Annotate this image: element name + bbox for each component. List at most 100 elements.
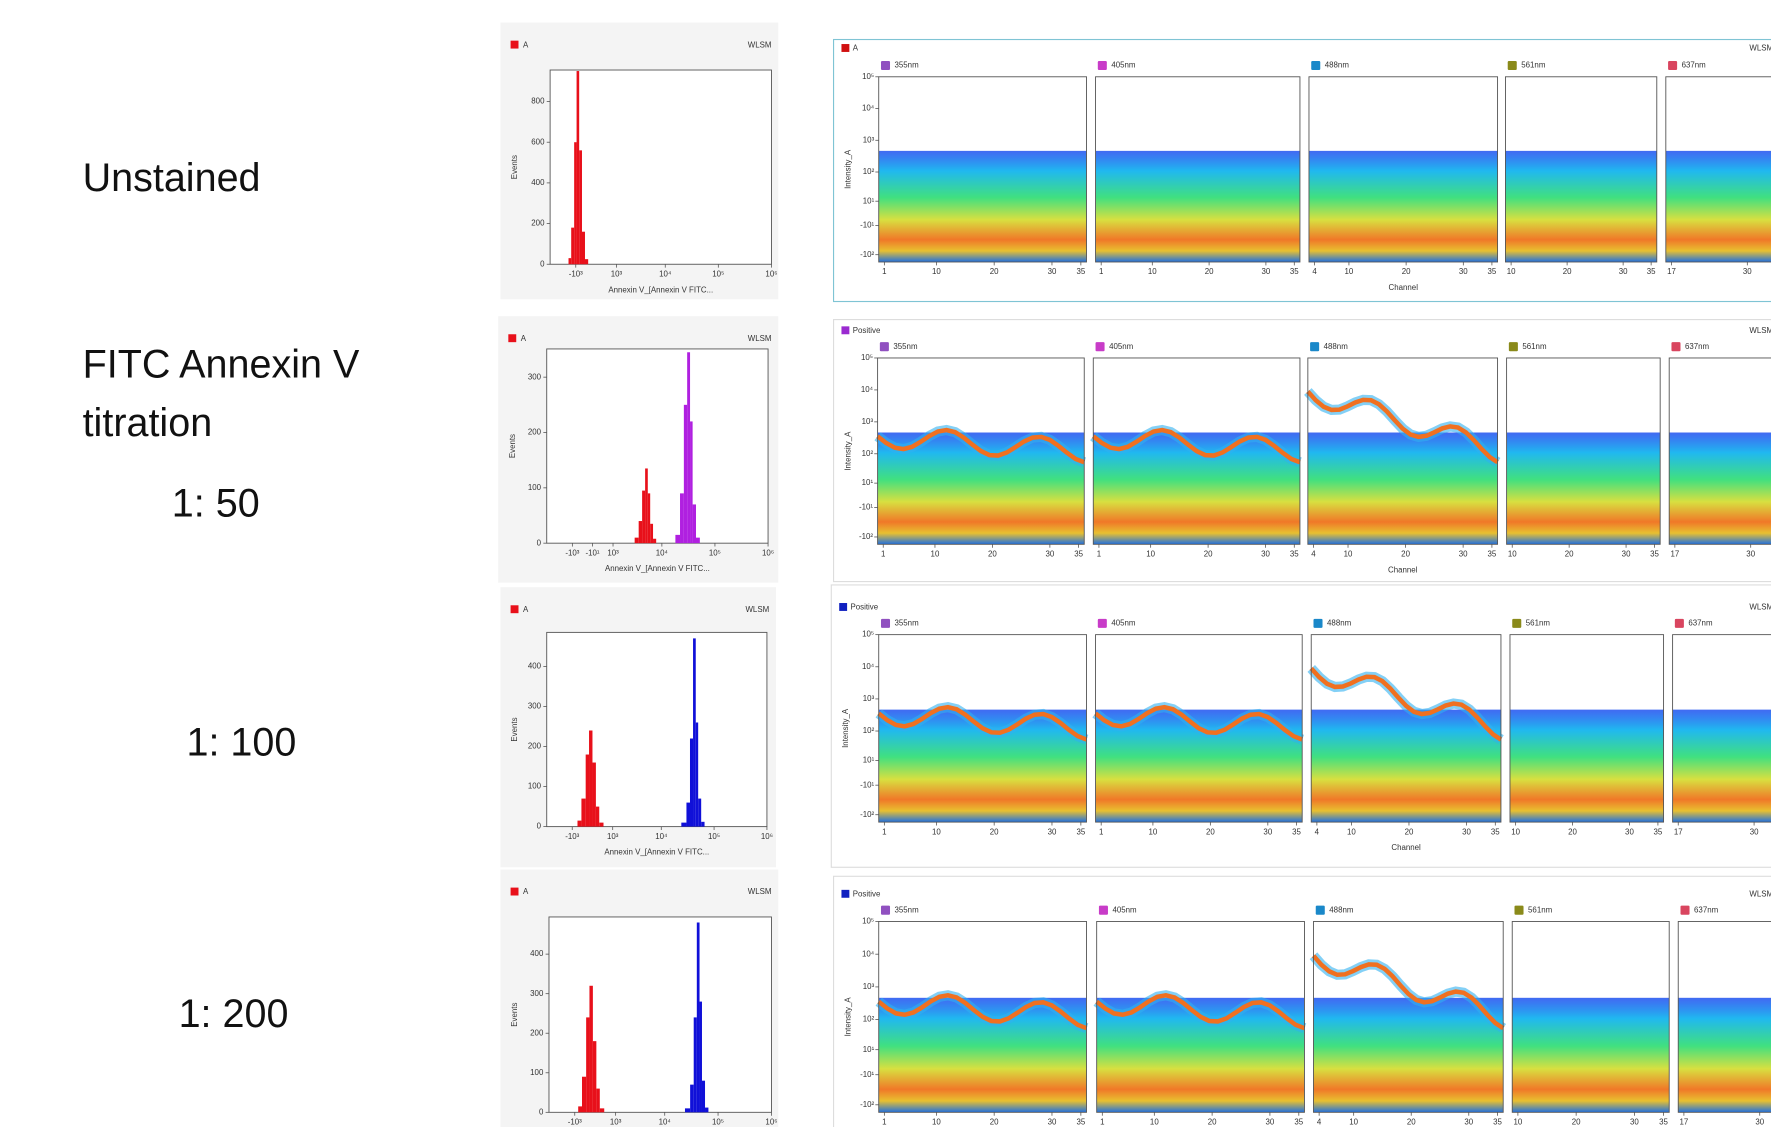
row-label: 1: 50 xyxy=(172,481,260,525)
x-tick-label: 20 xyxy=(1206,827,1215,836)
y-tick-label: 10² xyxy=(863,726,875,735)
x-tick-label: 10 xyxy=(1508,550,1517,559)
x-tick-label: 10⁴ xyxy=(656,548,668,557)
laser-label: 355nm xyxy=(895,905,920,914)
emission-streak xyxy=(877,993,1088,1031)
legend-swatch xyxy=(510,605,519,614)
x-tick-label: 10 xyxy=(1507,267,1516,276)
y-tick-label: 100 xyxy=(528,782,542,791)
y-tick-label: 10¹ xyxy=(863,196,875,205)
subplot-frame xyxy=(1677,921,1771,1113)
subplot-frame xyxy=(1308,76,1499,263)
histogram-bar xyxy=(585,754,590,827)
x-axis-label: Channel xyxy=(1391,843,1421,852)
laser-label: 355nm xyxy=(895,618,920,627)
y-tick-label: 400 xyxy=(530,949,544,958)
x-tick-label: 10 xyxy=(1347,827,1356,836)
x-tick-label: 30 xyxy=(1746,550,1755,559)
laser-label: 561nm xyxy=(1528,905,1553,914)
x-tick-label: 20 xyxy=(1563,267,1572,276)
histogram-bar xyxy=(596,1088,600,1113)
y-tick-label: 200 xyxy=(528,742,542,751)
y-tick-label: 0 xyxy=(539,1107,544,1116)
laser-label: 488nm xyxy=(1329,905,1354,914)
x-tick-label: -10³ xyxy=(568,1118,582,1127)
laser-label: 561nm xyxy=(1522,342,1547,351)
heatmap-band xyxy=(1512,997,1670,1113)
histogram-bar xyxy=(576,71,580,265)
histogram-bar xyxy=(581,798,586,827)
x-tick-label: 10⁴ xyxy=(655,832,667,841)
x-tick-label: 10 xyxy=(1513,1118,1522,1127)
laser-icon xyxy=(1310,342,1320,352)
y-tick-label: -10¹ xyxy=(860,780,874,789)
histogram-bar xyxy=(653,538,657,544)
histogram-bar xyxy=(695,537,700,544)
x-tick-label: 20 xyxy=(1565,550,1574,559)
x-tick-label: 20 xyxy=(1401,550,1410,559)
x-tick-label: 10³ xyxy=(607,832,619,841)
x-tick-label: 20 xyxy=(990,1118,999,1127)
x-tick-label: 35 xyxy=(1654,827,1663,836)
x-tick-label: 20 xyxy=(1572,1118,1581,1127)
laser-label: 405nm xyxy=(1111,61,1136,70)
x-tick-label: 20 xyxy=(1405,827,1414,836)
y-tick-label: 200 xyxy=(530,1028,544,1037)
histogram-bar xyxy=(574,142,577,265)
histogram-bar xyxy=(634,537,639,544)
x-tick-label: 10³ xyxy=(607,548,619,557)
x-tick-label: 10 xyxy=(932,267,941,276)
histogram-bar xyxy=(689,738,694,827)
x-tick-label: 10 xyxy=(931,550,940,559)
histogram-bar xyxy=(589,985,593,1113)
x-axis-label: Annexin V_[Annexin V FITC... xyxy=(608,285,713,294)
histogram-bar xyxy=(686,802,690,827)
instrument-label: WLSM xyxy=(1749,889,1771,898)
laser-icon xyxy=(1313,618,1323,628)
x-tick-label: 10 xyxy=(1344,550,1353,559)
legend-label: A xyxy=(523,40,529,49)
y-tick-label: -10² xyxy=(859,532,873,541)
x-tick-label: 1 xyxy=(881,550,885,559)
laser-icon xyxy=(1508,342,1518,352)
histogram-bar xyxy=(701,1080,706,1113)
subplot-frame xyxy=(878,76,1087,263)
x-tick-label: 10 xyxy=(1345,267,1354,276)
emission-streak xyxy=(1094,704,1304,742)
laser-label: 637nm xyxy=(1685,342,1710,351)
row-labels: Unstained FITC Annexin V titration 1: 50… xyxy=(83,156,360,1036)
y-tick-label: 10⁴ xyxy=(862,949,874,958)
x-tick-label: 20 xyxy=(1402,267,1411,276)
x-tick-label: 20 xyxy=(1568,827,1577,836)
histogram-bar xyxy=(577,820,582,827)
instrument-label: WLSM xyxy=(748,334,772,343)
x-tick-label: 10⁴ xyxy=(659,270,671,279)
x-tick-label: 10⁶ xyxy=(765,1118,777,1127)
heatmap-band xyxy=(1313,997,1504,1113)
x-tick-label: 4 xyxy=(1317,1118,1322,1127)
laser-label: 405nm xyxy=(1109,342,1134,351)
x-tick-label: 10⁵ xyxy=(712,270,724,279)
y-tick-label: 800 xyxy=(531,97,545,106)
y-tick-label: 0 xyxy=(537,822,542,831)
histogram-bar xyxy=(578,1106,583,1113)
x-tick-label: -10³ xyxy=(565,832,579,841)
plot-area xyxy=(546,348,769,544)
histogram-bar xyxy=(568,258,572,265)
y-tick-label: 10² xyxy=(863,167,875,176)
histogram-bar xyxy=(684,1108,691,1113)
x-tick-label: 30 xyxy=(1622,550,1631,559)
legend-label: A xyxy=(521,334,527,343)
emission-streak xyxy=(1095,993,1306,1031)
x-tick-label: -10¹ xyxy=(585,548,599,557)
heatmap-band xyxy=(1506,432,1661,545)
x-tick-label: 35 xyxy=(1488,550,1497,559)
x-tick-label: 35 xyxy=(1290,550,1299,559)
histogram-bar xyxy=(690,1084,694,1113)
x-tick-label: 35 xyxy=(1076,267,1085,276)
x-tick-label: 17 xyxy=(1670,550,1679,559)
y-axis-label: Intensity_A xyxy=(843,431,852,471)
x-tick-label: 30 xyxy=(1045,550,1054,559)
y-tick-label: 10⁵ xyxy=(862,72,874,81)
